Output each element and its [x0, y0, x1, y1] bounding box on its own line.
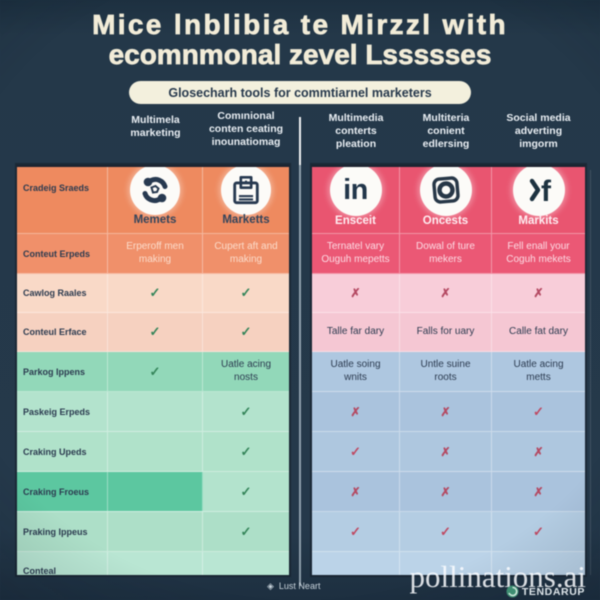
- svg-text:f: f: [541, 175, 552, 208]
